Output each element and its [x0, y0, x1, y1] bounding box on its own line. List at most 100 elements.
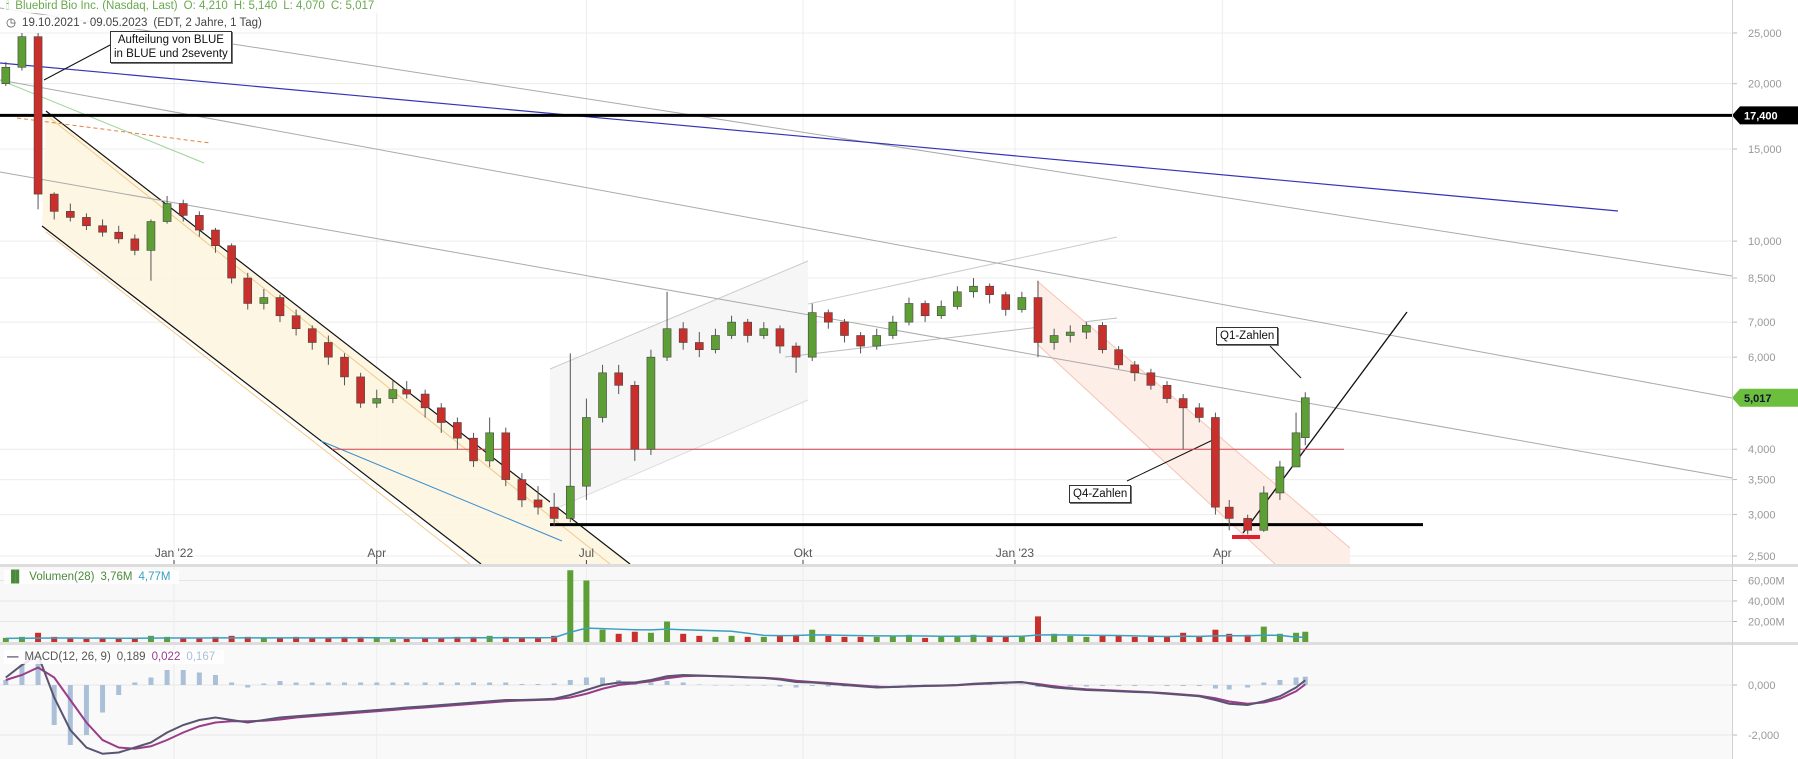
candle-down [1178, 398, 1188, 409]
candle-up [807, 312, 817, 358]
q1-annotation[interactable]: Q1-Zahlen [1216, 327, 1279, 345]
candle-up [936, 306, 946, 317]
candle-down [824, 312, 833, 323]
volume-bar [631, 631, 638, 642]
macd-histogram-bar [825, 685, 831, 687]
macd-histogram-bar [471, 682, 477, 685]
q1-callout-line [1269, 345, 1302, 379]
macd-histogram-bar [1277, 680, 1283, 685]
candle-down [178, 203, 188, 216]
macd-histogram-bar [583, 677, 589, 685]
candle-up [1082, 325, 1091, 333]
volume-label: Volumen(28) [29, 571, 95, 583]
candle-down [630, 385, 640, 450]
volume-bar [325, 637, 332, 642]
volume-bar [1099, 635, 1106, 642]
down-channel-upper-line [45, 110, 631, 565]
candle-down [1211, 417, 1220, 508]
chart-range[interactable]: ◷ 19.10.2021 - 09.05.2023 (EDT, 2 Jahre, 1… [4, 15, 270, 29]
split-callout-line [43, 43, 113, 81]
trendline-gray [0, 79, 1733, 399]
macd-histogram-bar [567, 680, 573, 685]
candle-down [82, 217, 91, 227]
macd-histogram-bar [325, 682, 331, 685]
candle-down [243, 277, 253, 304]
macd-histogram-bar [535, 684, 541, 685]
volume-bar [276, 637, 283, 642]
resistance-price-label: 17,400 [1744, 110, 1778, 122]
volume-panel [0, 566, 1732, 642]
macd-histogram-bar [503, 682, 509, 685]
macd-lines [3, 653, 1308, 755]
macd-histogram-bar [83, 685, 89, 735]
volume-bar [1244, 634, 1251, 642]
macd-histogram-bar [890, 685, 896, 686]
candlestick-icon: 🕯︎ [6, 0, 10, 12]
volume-bar [2, 637, 9, 642]
volume-bar [841, 636, 848, 642]
clock-icon: ◷ [6, 17, 17, 29]
candle-down [211, 229, 220, 247]
volume-bar [889, 635, 896, 642]
candle-down [678, 328, 688, 343]
volume-bar [99, 637, 106, 642]
volume-legend[interactable]: ▐▌ Volumen(28) 3,76M 4,77M [4, 570, 180, 584]
up-channel-line [549, 399, 809, 512]
volume-bar [664, 621, 671, 642]
macd-histogram-bar [809, 685, 815, 686]
volume-bar [551, 635, 558, 642]
volume-bar [583, 580, 590, 642]
macd-histogram-bar [196, 672, 202, 685]
x-tick-label: Okt [794, 546, 813, 560]
macd-histogram-bar [67, 685, 73, 745]
candle-up [1291, 432, 1301, 468]
volume-bar [922, 637, 929, 642]
volume-bar [1002, 636, 1009, 642]
macd-value: 0,189 [116, 651, 146, 663]
split-annotation[interactable]: Aufteilung von BLUE in BLUE und 2seventy [110, 31, 232, 63]
macd-histogram-bar [696, 684, 702, 685]
volume-bar [825, 635, 832, 642]
volume-bar [809, 629, 816, 642]
macd-histogram-bar [1293, 677, 1299, 685]
y-tick-label: 3,500 [1748, 475, 1776, 487]
macd-histogram-bar [100, 685, 106, 713]
candle-up [711, 335, 720, 351]
pink-channel-line [1036, 343, 1276, 565]
panel-separator[interactable] [0, 642, 1798, 645]
volume-bar [486, 635, 493, 642]
volume-average-line [5, 627, 1306, 640]
macd-histogram-bar [51, 685, 57, 725]
volume-bar [147, 635, 154, 642]
macd-histogram-bar [1180, 685, 1186, 686]
macd-line [5, 653, 1306, 755]
channel-orange-line [49, 117, 611, 565]
volume-tick-label: 20,00M [1748, 617, 1785, 629]
split-annotation-line: in BLUE und 2seventy [114, 48, 228, 60]
volume-bar [131, 637, 138, 642]
volume-bar [728, 635, 735, 642]
candle-up [598, 372, 607, 418]
instrument-title: Bluebird Bio Inc. (Nasdaq, Last) [15, 0, 178, 12]
hist-value: 0,167 [186, 651, 216, 663]
candle-down [420, 393, 430, 409]
macd-histogram-bar [438, 682, 444, 685]
macd-legend[interactable]: — MACD(12, 26, 9) 0,189 0,022 0,167 [4, 650, 225, 664]
candle-down [549, 506, 559, 519]
volume-bar [518, 637, 525, 642]
volume-bar [18, 636, 25, 642]
volume-bar [51, 636, 58, 642]
candle-down [469, 437, 478, 462]
y-tick-label: 7,000 [1748, 317, 1776, 329]
candles [1, 33, 1310, 535]
panel-separator[interactable] [0, 564, 1798, 567]
macd-histogram-bar [422, 682, 428, 685]
q4-annotation[interactable]: Q4-Zahlen [1069, 485, 1132, 503]
candle-down [856, 335, 865, 347]
volume-bar [1051, 633, 1058, 642]
macd-histogram-bar [3, 680, 9, 685]
down-channel-fill [42, 111, 630, 564]
macd-histogram-bar [358, 682, 364, 685]
volume-bar [341, 636, 348, 642]
